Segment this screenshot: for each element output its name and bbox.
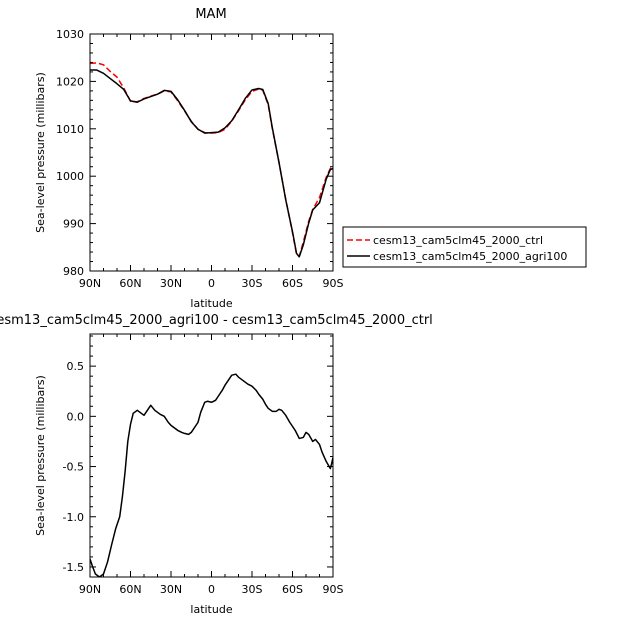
bottom-x-tick-label: 60S: [282, 583, 303, 596]
top-y-tick-label: 980: [63, 265, 84, 278]
legend-label-agri100: cesm13_cam5clm45_2000_agri100: [373, 250, 567, 263]
bottom-x-axis-label: latitude: [190, 603, 232, 616]
bottom-x-tick-label: 30S: [242, 583, 263, 596]
bottom-y-tick-label: 0.0: [67, 410, 85, 423]
bottom-y-tick-label: -1.0: [63, 511, 84, 524]
bottom-x-tick-label: 90S: [323, 583, 344, 596]
top-y-tick-label: 1020: [56, 75, 84, 88]
top-chart-title: MAM: [195, 7, 226, 22]
top-y-tick-label: 1010: [56, 123, 84, 136]
top-series-line-0: [90, 62, 333, 258]
top-x-tick-label: 60S: [282, 277, 303, 290]
bottom-y-tick-label: -1.5: [63, 561, 84, 574]
top-y-axis-label: Sea-level pressure (millibars): [34, 72, 47, 233]
top-y-tick-label: 990: [63, 218, 84, 231]
bottom-chart-title: cesm13_cam5clm45_2000_agri100 - cesm13_c…: [0, 313, 433, 328]
bottom-plot-area: [90, 373, 333, 577]
bottom-y-tick-label: 0.5: [67, 360, 85, 373]
bottom-x-tick-label: 90N: [79, 583, 101, 596]
bottom-series-line-0: [90, 373, 333, 577]
bottom-x-tick-label: 0: [208, 583, 215, 596]
bottom-x-tick-label: 30N: [160, 583, 182, 596]
top-x-tick-label: 30N: [160, 277, 182, 290]
top-x-tick-label: 90S: [323, 277, 344, 290]
bottom-axis-ticks: 90N 60N 30N 0 30S 60S 90S -1.5 -1.0 -0.5 0.0 0.5: [63, 334, 344, 596]
bottom-y-axis-label: Sea-level pressure (millibars): [34, 375, 47, 536]
top-axis-ticks: 90N 60N 30N 0 30S 60S 90S 980 990 1000 1010 1020 103…: [56, 28, 344, 290]
bottom-y-tick-label: -0.5: [63, 461, 84, 474]
top-panel: MAM 90N 60N 30N 0 30S 60S 90S 980 990 1000 1010 102…: [34, 7, 587, 310]
top-x-tick-label: 0: [208, 277, 215, 290]
bottom-x-tick-label: 60N: [119, 583, 141, 596]
top-y-tick-label: 1000: [56, 170, 84, 183]
top-x-axis-label: latitude: [190, 297, 232, 310]
legend: cesm13_cam5clm45_2000_ctrl cesm13_cam5cl…: [342, 226, 587, 268]
top-series-line-1: [90, 69, 333, 258]
top-x-tick-label: 60N: [119, 277, 141, 290]
top-plot-area: [90, 62, 333, 258]
legend-box: [342, 226, 587, 268]
top-y-tick-label: 1030: [56, 28, 84, 41]
legend-label-ctrl: cesm13_cam5clm45_2000_ctrl: [373, 234, 543, 247]
top-x-tick-label: 30S: [242, 277, 263, 290]
top-x-tick-label: 90N: [79, 277, 101, 290]
top-plot-frame: [89, 33, 334, 272]
bottom-panel: cesm13_cam5clm45_2000_agri100 - cesm13_c…: [0, 313, 433, 616]
